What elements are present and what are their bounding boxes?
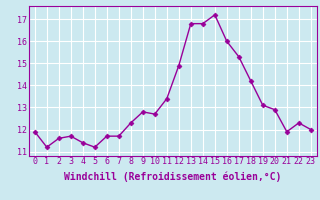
X-axis label: Windchill (Refroidissement éolien,°C): Windchill (Refroidissement éolien,°C) bbox=[64, 172, 282, 182]
